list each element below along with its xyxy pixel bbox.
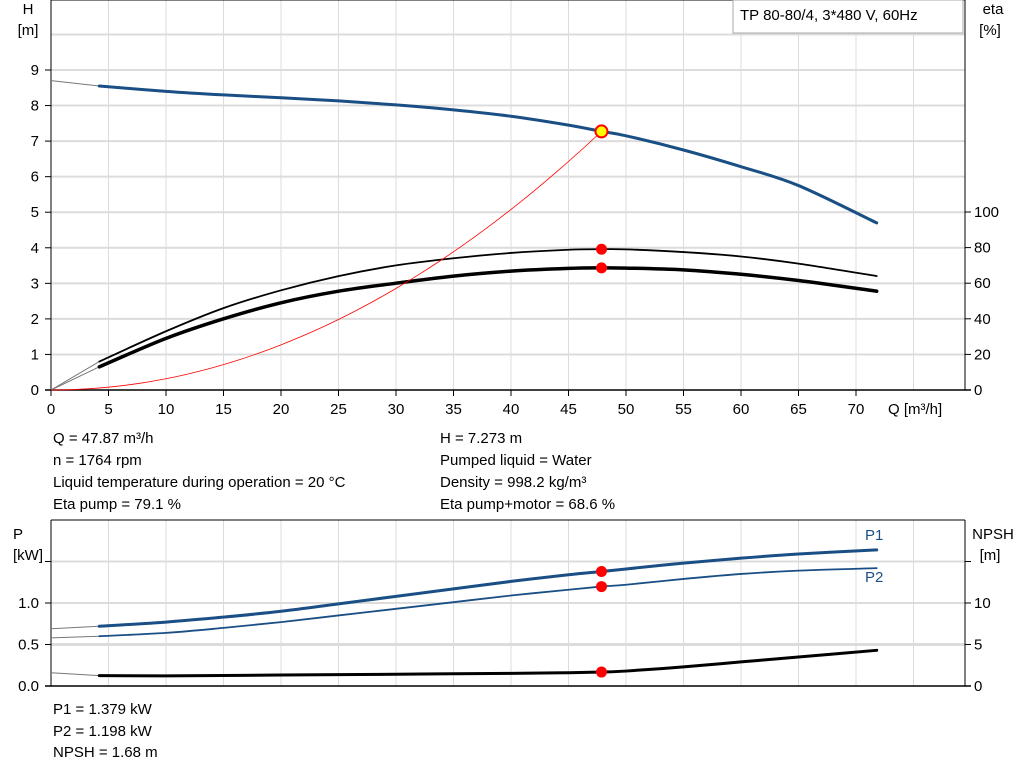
- y-tick-label: 6: [31, 169, 39, 186]
- duty-point-marker: [596, 581, 608, 593]
- y-tick-label: 4: [31, 240, 39, 257]
- h-curve: [97, 84, 879, 225]
- x-axis-label: Q [m³/h]: [888, 401, 942, 418]
- x-tick-label: 60: [733, 401, 750, 418]
- p1-extension: [50, 625, 100, 630]
- y-tick-label: 3: [31, 275, 39, 292]
- power-npsh-plot: 0.0 0.5 1.0 0 5 10 P [kW] NPSH [m] P1 P2: [13, 519, 1014, 695]
- p1-curve-label: P1: [865, 527, 883, 544]
- info-eta-pump: Eta pump = 79.1 %: [53, 496, 181, 513]
- x-tick-label: 25: [330, 401, 347, 418]
- y-axis-unit: [m]: [18, 22, 39, 39]
- x-tick-label: 35: [445, 401, 462, 418]
- x-tick-label: 70: [848, 401, 865, 418]
- title-text: TP 80-80/4, 3*480 V, 60Hz: [740, 7, 918, 24]
- y2-tick-label: 60: [974, 275, 991, 292]
- info-density: Density = 998.2 kg/m³: [440, 474, 587, 491]
- y-tick-label: 1.0: [18, 595, 39, 612]
- y2-tick-label: 5: [974, 637, 982, 654]
- system-curve: [50, 131, 602, 391]
- y-tick-label: 5: [31, 204, 39, 221]
- y-axis-label: H: [23, 1, 34, 18]
- npsh-curve: [97, 648, 879, 678]
- y2-axis-unit: [m]: [980, 547, 1001, 564]
- x-tick-label: 5: [104, 401, 112, 418]
- info-q: Q = 47.87 m³/h: [53, 430, 154, 447]
- y2-axis-unit: [%]: [979, 22, 1001, 39]
- x-tick-label: 0: [47, 401, 55, 418]
- x-tick-label: 30: [388, 401, 405, 418]
- y2-axis-label: eta: [983, 1, 1005, 18]
- x-tick-label: 65: [790, 401, 807, 418]
- eta-pump-motor-extension: [50, 366, 100, 391]
- info-temperature: Liquid temperature during operation = 20…: [53, 474, 346, 491]
- x-tick-label: 45: [560, 401, 577, 418]
- y2-tick-label: 0: [974, 382, 982, 399]
- x-tick-label: 15: [215, 401, 232, 418]
- eta-pump-motor-curve: [97, 266, 879, 369]
- y-tick-label: 9: [31, 62, 39, 79]
- y-tick-label: 8: [31, 98, 39, 115]
- y2-tick-label: 100: [974, 204, 999, 221]
- x-tick-label: 20: [273, 401, 290, 418]
- y2-tick-label: 10: [974, 595, 991, 612]
- y-tick-label: 0.5: [18, 637, 39, 654]
- info-liquid: Pumped liquid = Water: [440, 452, 592, 469]
- x-tick-label: 55: [675, 401, 692, 418]
- x-tick-label: 40: [503, 401, 520, 418]
- p2-curve-label: P2: [865, 569, 883, 586]
- y2-tick-label: 20: [974, 346, 991, 363]
- duty-point-marker: [596, 243, 608, 255]
- title-box-frame: [732, 0, 964, 34]
- info-npsh: NPSH = 1.68 m: [53, 744, 158, 761]
- npsh-extension: [50, 672, 100, 677]
- p2-curve: [98, 567, 878, 638]
- x-tick-label: 50: [618, 401, 635, 418]
- x-tick-label: 10: [158, 401, 175, 418]
- duty-point-marker: [596, 666, 608, 678]
- duty-point-marker: [596, 566, 608, 578]
- info-p2: P2 = 1.198 kW: [53, 723, 152, 740]
- eta-pump-curve: [98, 248, 878, 363]
- info-head: H = 7.273 m: [440, 430, 523, 447]
- eta-pump-extension: [50, 361, 100, 391]
- y2-tick-label: 0: [974, 678, 982, 695]
- y-tick-label: 0: [31, 382, 39, 399]
- info-speed: n = 1764 rpm: [53, 452, 142, 469]
- p2-extension: [50, 635, 100, 639]
- y-tick-label: 7: [31, 133, 39, 150]
- duty-point-marker: [596, 262, 608, 274]
- title-box: TP 80-80/4, 3*480 V, 60Hz: [732, 0, 964, 34]
- info-p1: P1 = 1.379 kW: [53, 701, 152, 718]
- info-eta-total: Eta pump+motor = 68.6 %: [440, 496, 616, 513]
- y-axis-unit: [kW]: [13, 547, 43, 564]
- y-tick-label: 1: [31, 346, 39, 363]
- y2-tick-label: 40: [974, 311, 991, 328]
- y-tick-label: 2: [31, 311, 39, 328]
- h-extension: [50, 80, 100, 87]
- p1-curve: [97, 548, 879, 628]
- y-tick-label: 0.0: [18, 678, 39, 695]
- y2-tick-label: 80: [974, 240, 991, 257]
- y2-axis-label: NPSH: [972, 526, 1014, 543]
- duty-point-marker: [594, 124, 609, 139]
- y-axis-label: P: [13, 526, 23, 543]
